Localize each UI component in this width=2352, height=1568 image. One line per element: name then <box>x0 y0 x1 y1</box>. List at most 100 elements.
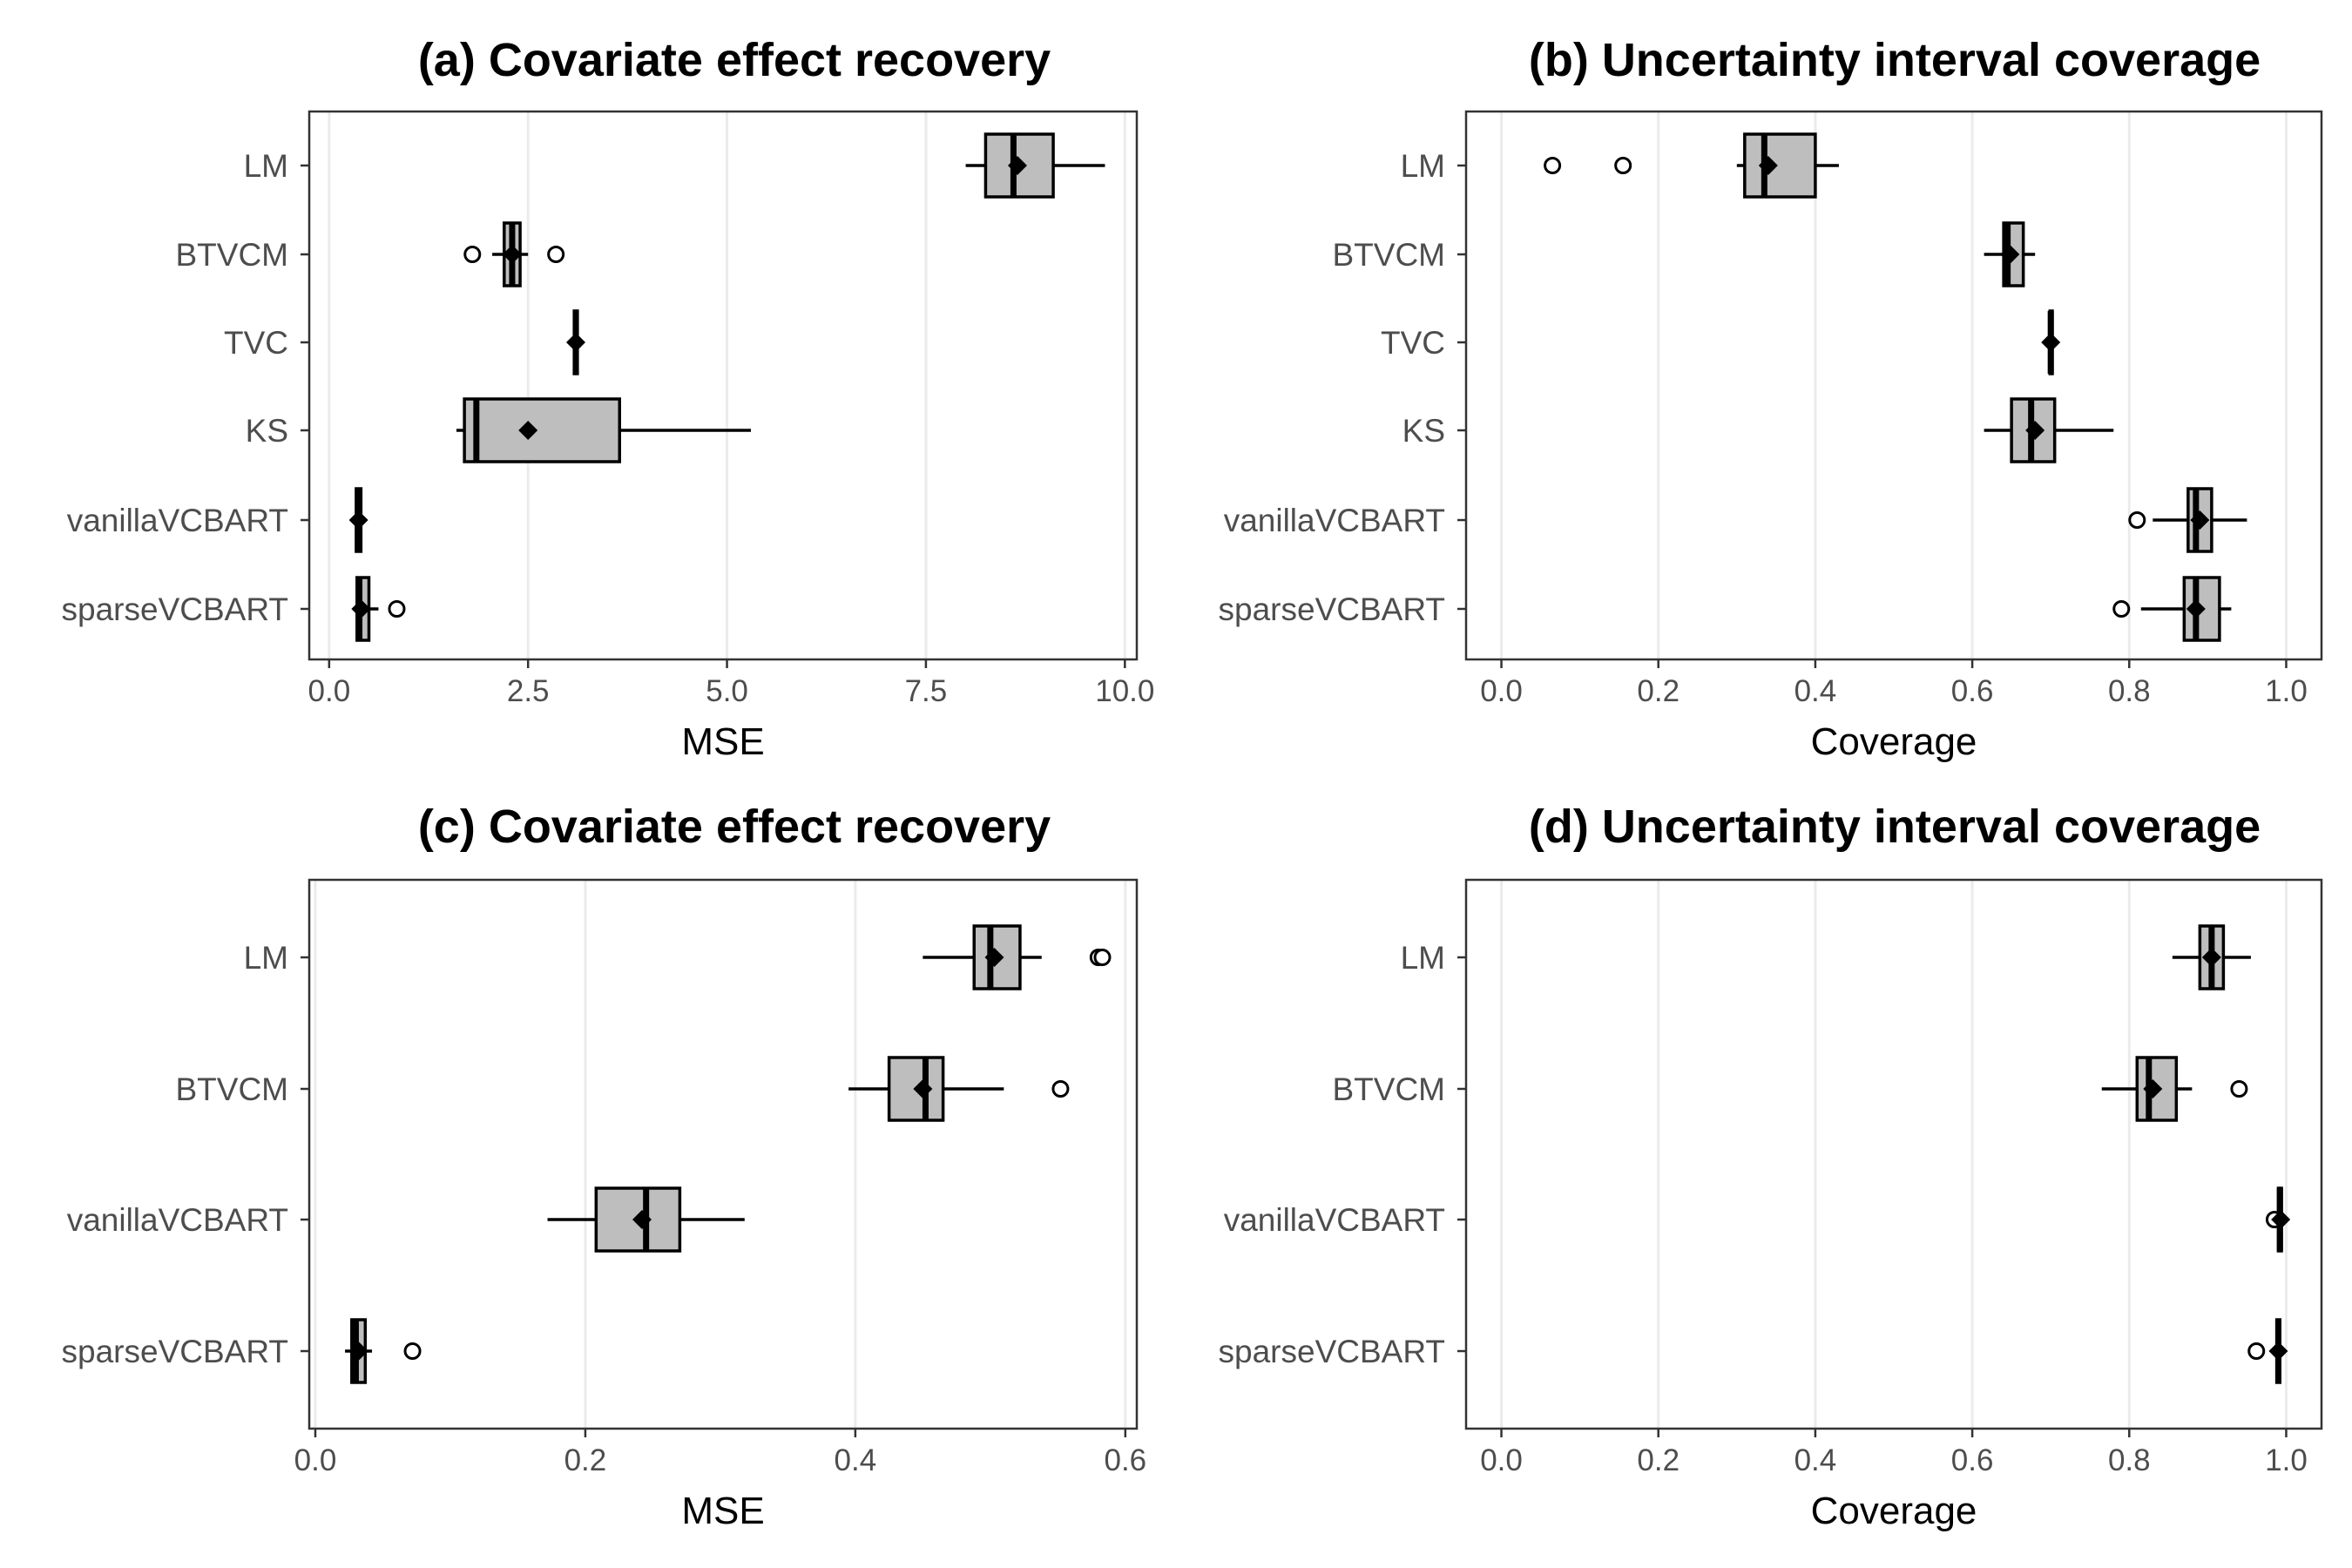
y-category-label: KS <box>246 413 288 449</box>
panel-border <box>1464 878 2323 1430</box>
mean-marker <box>502 245 522 264</box>
box-BTVCM <box>463 221 565 287</box>
x-tick-label: 0.6 <box>1104 1443 1146 1477</box>
mean-marker <box>2186 599 2206 618</box>
mean-marker <box>632 1210 652 1229</box>
x-axis-label: MSE <box>681 720 764 763</box>
box-sparseVCBART <box>2112 576 2232 642</box>
mean-marker <box>2271 1210 2291 1229</box>
y-category-label: LM <box>244 940 288 976</box>
box-sparseVCBART <box>351 576 406 642</box>
y-category-label: sparseVCBART <box>1219 591 1445 627</box>
x-tick-label: 0.2 <box>564 1443 607 1477</box>
x-axis-label: Coverage <box>1811 720 1977 763</box>
x-tick-label: 2.5 <box>507 674 550 708</box>
box-iqr <box>983 132 1055 199</box>
x-tick-label: 0.0 <box>294 1443 337 1477</box>
y-category-label: BTVCM <box>176 237 289 273</box>
mean-marker <box>1007 156 1027 175</box>
panel-c: (c) Covariate effect recovery LM BTVCM vani… <box>62 801 1147 1532</box>
mean-marker <box>2190 510 2210 530</box>
box-sparseVCBART <box>345 1318 422 1384</box>
mean-marker <box>2143 1079 2163 1098</box>
y-category-label: TVC <box>224 325 288 361</box>
panel-title: (d) Uncertainty interval coverage <box>1529 801 2261 853</box>
x-tick-label: 0.4 <box>1794 1443 1837 1477</box>
box-BTVCM <box>848 1056 1070 1122</box>
outlier-point <box>547 246 565 263</box>
x-tick-label: 0.4 <box>835 1443 877 1477</box>
y-category-label: TVC <box>1381 325 1445 361</box>
y-category-label: sparseVCBART <box>62 1334 288 1369</box>
box-vanillaVCBART <box>547 1186 745 1253</box>
box-LM <box>2172 924 2251 990</box>
x-tick-label: 0.2 <box>1637 674 1680 708</box>
outlier-point <box>1614 157 1632 174</box>
panel-d: (d) Uncertainty interval coverage LM BTVCM… <box>1219 801 2323 1532</box>
box-LM <box>1544 132 1839 199</box>
box-iqr <box>463 397 621 463</box>
x-tick-label: 1.0 <box>2265 674 2308 708</box>
box-iqr <box>1743 132 1817 199</box>
outlier-point <box>2230 1080 2248 1098</box>
box-KS <box>1984 397 2114 463</box>
y-category-label: BTVCM <box>1333 1071 1446 1107</box>
x-tick-label: 0.0 <box>308 674 351 708</box>
y-category-label: LM <box>1401 940 1445 976</box>
box-BTVCM <box>1984 221 2036 287</box>
y-category-label: LM <box>244 148 288 184</box>
panel-title: (a) Covariate effect recovery <box>418 34 1051 86</box>
y-category-label: LM <box>1401 148 1445 184</box>
box-vanillaVCBART <box>348 487 368 553</box>
box-KS <box>456 397 751 463</box>
mean-marker <box>2025 421 2045 440</box>
y-category-label: vanillaVCBART <box>1224 503 1445 538</box>
outlier-point <box>2128 511 2146 529</box>
mean-marker <box>913 1079 933 1098</box>
y-category-label: BTVCM <box>176 1071 289 1107</box>
y-category-label: vanillaVCBART <box>67 1202 288 1238</box>
box-TVC <box>566 309 586 375</box>
mean-marker <box>2000 245 2020 264</box>
x-tick-label: 0.8 <box>2108 674 2151 708</box>
y-category-label: sparseVCBART <box>1219 1334 1445 1369</box>
mean-marker <box>984 948 1004 967</box>
mean-marker <box>518 421 538 440</box>
x-tick-label: 7.5 <box>905 674 948 708</box>
x-tick-label: 0.0 <box>1480 1443 1523 1477</box>
outlier-point <box>463 246 482 263</box>
mean-marker <box>2041 333 2061 352</box>
y-category-label: sparseVCBART <box>62 591 288 627</box>
x-tick-label: 5.0 <box>706 674 748 708</box>
x-tick-label: 0.6 <box>1951 1443 1994 1477</box>
box-BTVCM <box>2101 1056 2248 1122</box>
x-tick-label: 1.0 <box>2265 1443 2308 1477</box>
y-category-label: vanillaVCBART <box>1224 1202 1445 1238</box>
outlier-point <box>1544 157 1562 174</box>
box-LM <box>965 132 1105 199</box>
panel-a: (a) Covariate effect recovery LM BTVCM TVC K… <box>62 34 1155 763</box>
mean-marker <box>351 599 371 618</box>
panel-border <box>308 878 1139 1430</box>
mean-marker <box>348 510 368 530</box>
x-tick-label: 10.0 <box>1095 674 1154 708</box>
box-vanillaVCBART <box>2265 1186 2291 1253</box>
x-tick-label: 0.6 <box>1951 674 1994 708</box>
panel-border <box>308 110 1139 661</box>
x-tick-label: 0.4 <box>1794 674 1837 708</box>
mean-marker <box>1758 156 1778 175</box>
outlier-point <box>2247 1342 2266 1360</box>
panel-b: (b) Uncertainty interval coverage LM BTVCM… <box>1219 34 2323 763</box>
outlier-point <box>403 1342 422 1360</box>
box-vanillaVCBART <box>2128 487 2247 553</box>
outlier-point <box>1051 1080 1070 1098</box>
panel-border <box>1464 110 2323 661</box>
y-category-label: KS <box>1402 413 1445 449</box>
x-tick-label: 0.2 <box>1637 1443 1680 1477</box>
y-category-label: vanillaVCBART <box>67 503 288 538</box>
y-category-label: BTVCM <box>1333 237 1446 273</box>
x-axis-label: MSE <box>681 1490 764 1532</box>
panel-title: (b) Uncertainty interval coverage <box>1529 34 2261 86</box>
x-tick-label: 0.0 <box>1480 674 1523 708</box>
